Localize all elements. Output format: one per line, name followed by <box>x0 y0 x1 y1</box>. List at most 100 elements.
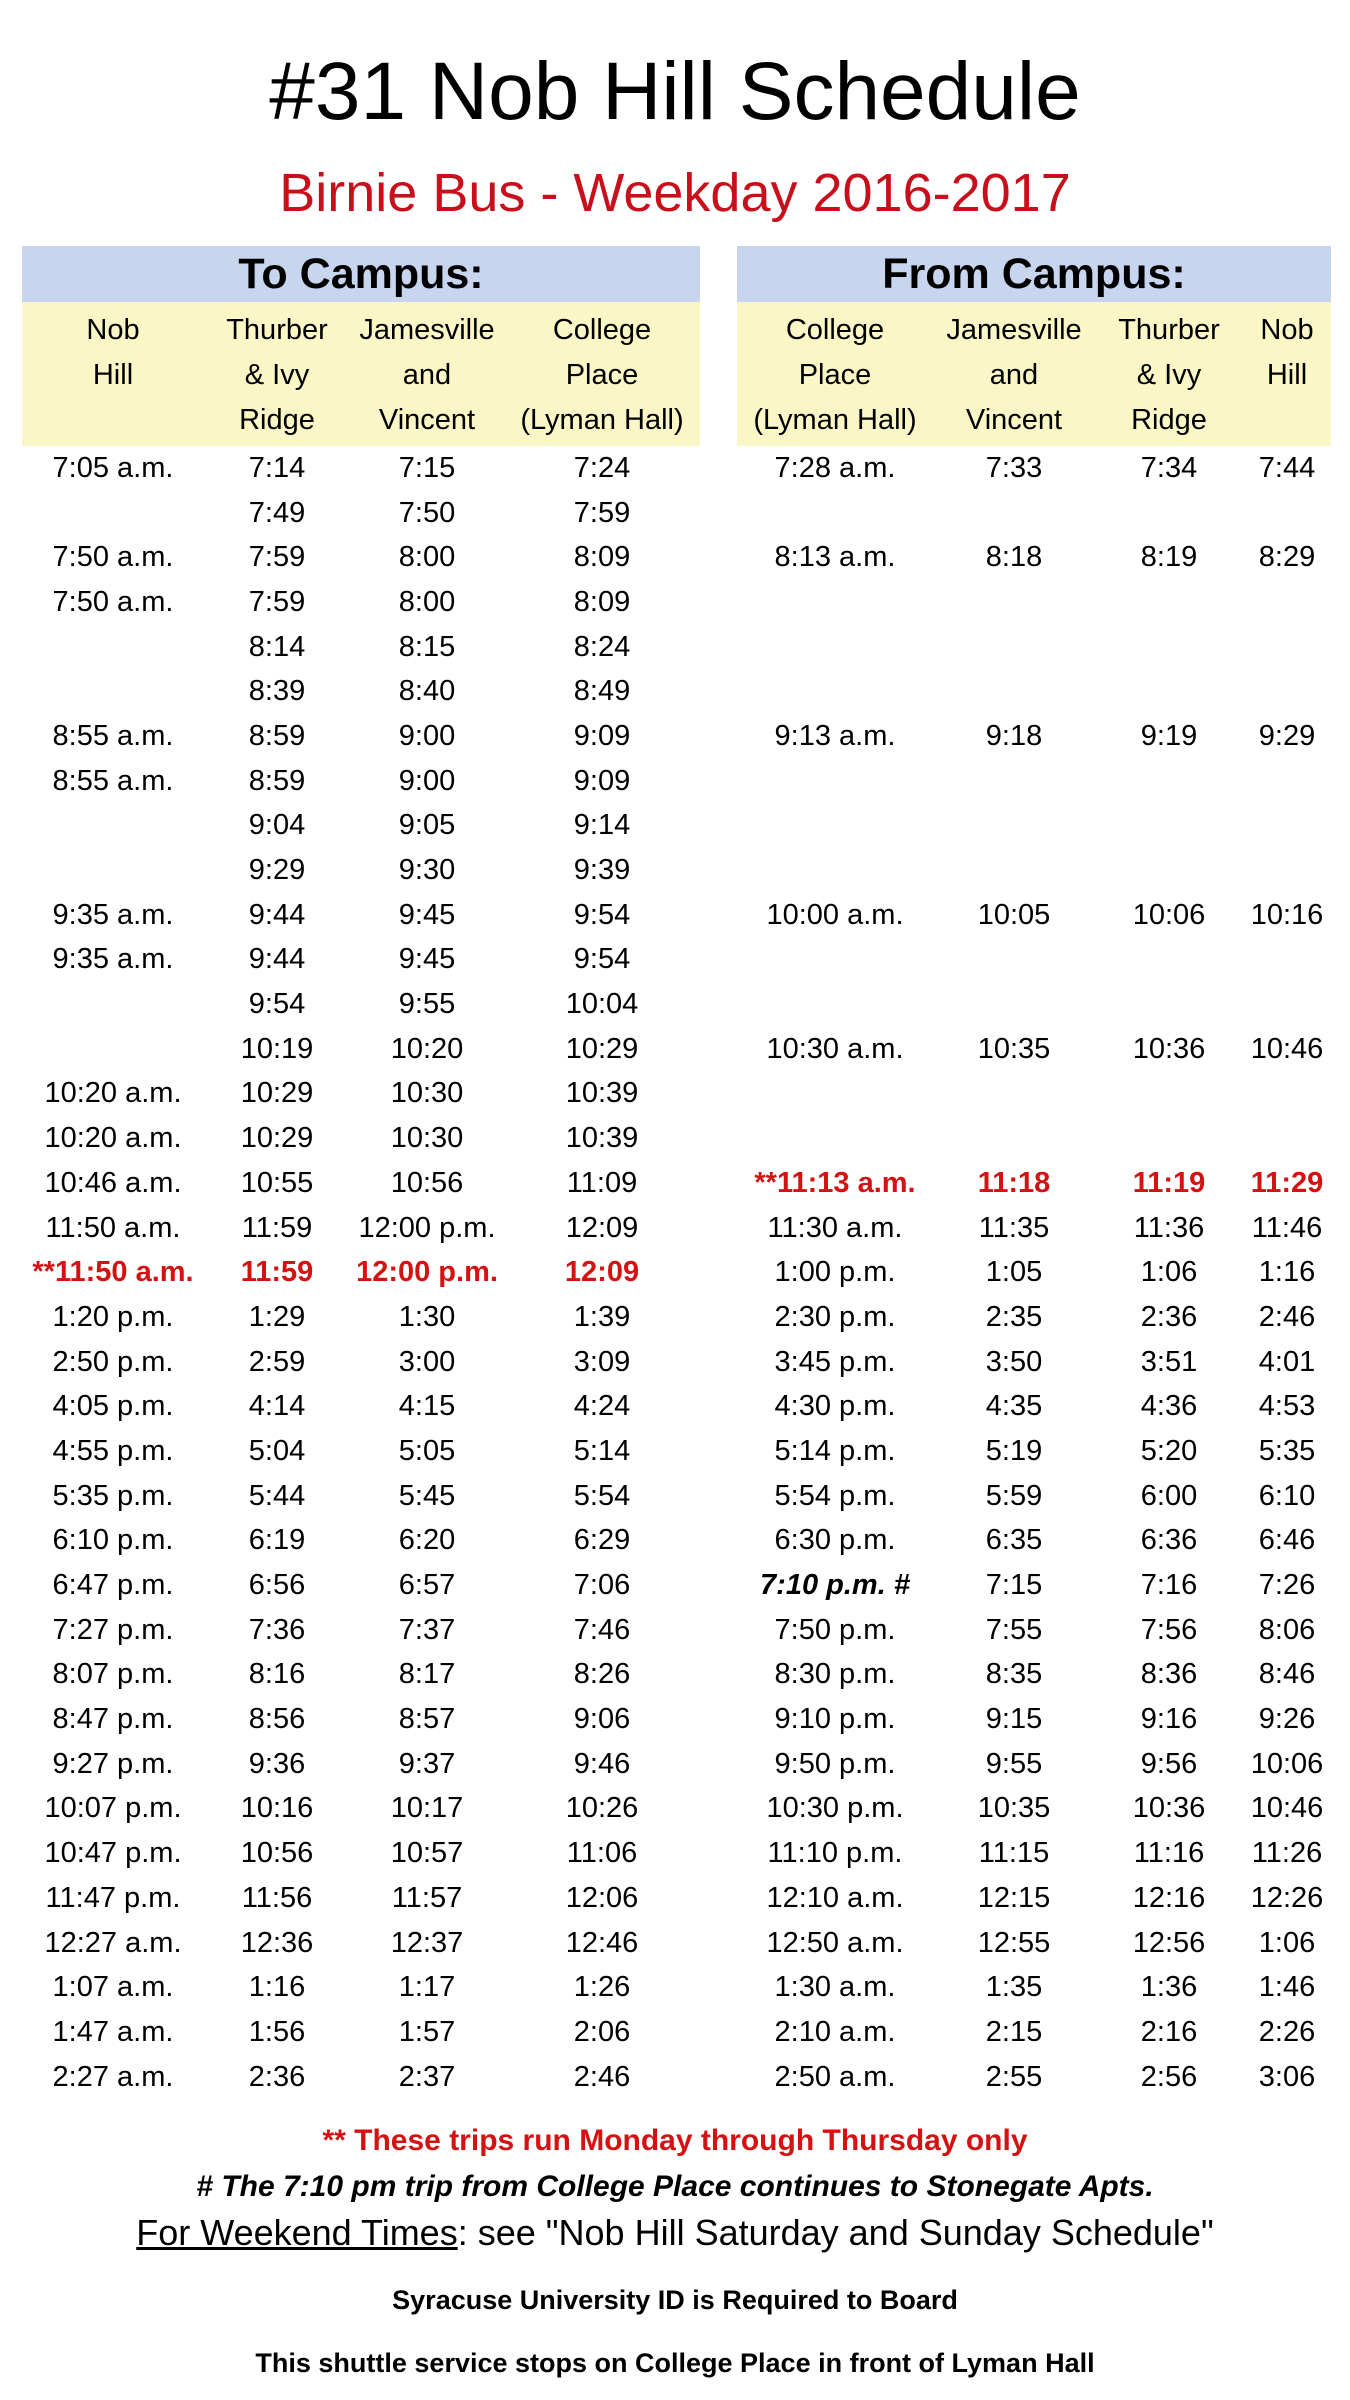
table-row <box>737 669 1331 714</box>
table-row: 9:35 a.m. 9:44 9:45 9:54 <box>22 938 700 983</box>
column-header-line: Hill <box>1266 359 1308 391</box>
table-cell: 8:35 <box>985 1658 1043 1691</box>
table-cell: 9:36 <box>248 1747 306 1780</box>
table-cell: 6:46 <box>1258 1524 1316 1557</box>
table-cell: 12:16 <box>1132 1881 1206 1914</box>
table-cell: 4:05 p.m. <box>52 1390 174 1423</box>
column-header-line: Nob <box>86 314 140 346</box>
table-cell: 12:50 a.m. <box>766 1926 904 1959</box>
table-cell: 11:29 <box>1250 1166 1324 1199</box>
table-cell: 9:50 p.m. <box>774 1747 896 1780</box>
table-cell: 9:30 <box>398 854 456 887</box>
table-cell: 1:35 <box>985 1971 1043 2004</box>
table-cell: 8:24 <box>573 630 631 663</box>
table-row: 9:54 9:55 10:04 <box>22 982 700 1027</box>
table-cell: 10:00 a.m. <box>766 898 904 931</box>
table-cell: 2:37 <box>398 2060 456 2093</box>
table-cell: 10:16 <box>1250 898 1324 931</box>
table-row: 10:30 a.m. 10:35 10:36 10:46 <box>737 1027 1331 1072</box>
table-cell: 4:24 <box>573 1390 631 1423</box>
table-row: 7:50 a.m. 7:59 8:00 8:09 <box>22 580 700 625</box>
column-header-line: College <box>785 314 885 346</box>
table-cell: 6:36 <box>1140 1524 1198 1557</box>
table-cell: 4:01 <box>1258 1345 1316 1378</box>
table-cell: 7:15 <box>398 451 456 484</box>
table-cell: 4:55 p.m. <box>52 1434 174 1467</box>
table-row: 4:55 p.m. 5:04 5:05 5:14 <box>22 1429 700 1474</box>
table-cell: 10:26 <box>565 1792 639 1825</box>
table-row: 1:00 p.m. 1:05 1:06 1:16 <box>737 1250 1331 1295</box>
table-cell: 10:29 <box>565 1032 639 1065</box>
table-row: 8:47 p.m. 8:56 8:57 9:06 <box>22 1697 700 1742</box>
table-cell: 1:00 p.m. <box>774 1256 896 1289</box>
table-row: 12:10 a.m. 12:15 12:16 12:26 <box>737 1876 1331 1921</box>
table-cell: 2:55 <box>985 2060 1043 2093</box>
table-cell: 12:37 <box>390 1926 464 1959</box>
table-cell: 10:35 <box>977 1792 1051 1825</box>
table-cell: 9:16 <box>1140 1703 1198 1736</box>
table-cell: 6:35 <box>985 1524 1043 1557</box>
table-row: 10:47 p.m. 10:56 10:57 11:06 <box>22 1831 700 1876</box>
table-cell: 6:19 <box>248 1524 306 1557</box>
table-cell: 8:29 <box>1258 541 1316 574</box>
table-cell: 2:27 a.m. <box>52 2060 174 2093</box>
table-cell: 9:14 <box>573 809 631 842</box>
table-cell: 7:36 <box>248 1613 306 1646</box>
table-row: 8:14 8:15 8:24 <box>22 625 700 670</box>
table-row: 12:27 a.m. 12:36 12:37 12:46 <box>22 1921 700 1966</box>
table-cell: 5:20 <box>1140 1434 1198 1467</box>
table-cell: 12:00 p.m. <box>358 1211 496 1244</box>
column-header-line: and <box>402 359 452 391</box>
column-header: College Place (Lyman Hall) <box>504 304 700 446</box>
table-row: 8:55 a.m. 8:59 9:00 9:09 <box>22 759 700 804</box>
table-cell: 6:30 p.m. <box>774 1524 896 1557</box>
table-cell: 4:30 p.m. <box>774 1390 896 1423</box>
table-row <box>737 1116 1331 1161</box>
table-cell: 11:30 a.m. <box>767 1211 903 1244</box>
table-cell: 11:09 <box>566 1166 638 1199</box>
table-cell: 5:35 <box>1258 1434 1316 1467</box>
table-cell: 7:59 <box>573 496 631 529</box>
table-cell: 8:56 <box>248 1703 306 1736</box>
page-title: #31 Nob Hill Schedule <box>269 46 1081 137</box>
table-cell: 7:15 <box>985 1569 1043 1602</box>
table-row: 5:54 p.m. 5:59 6:00 6:10 <box>737 1474 1331 1519</box>
weekend-note: For Weekend Times: see "Nob Hill Saturda… <box>0 2212 1350 2254</box>
table-cell: 7:27 p.m. <box>52 1613 174 1646</box>
table-cell: 10:30 a.m. <box>766 1032 904 1065</box>
table-cell: 9:15 <box>985 1703 1043 1736</box>
table-cell: 10:20 a.m. <box>44 1077 182 1110</box>
table-row: 1:07 a.m. 1:16 1:17 1:26 <box>22 1965 700 2010</box>
table-cell: 12:09 <box>564 1256 640 1289</box>
table-cell: 3:51 <box>1140 1345 1198 1378</box>
table-cell: 2:59 <box>248 1345 306 1378</box>
table-cell: 10:30 <box>390 1122 464 1155</box>
table-cell: 9:05 <box>398 809 456 842</box>
table-row: 12:50 a.m. 12:55 12:56 1:06 <box>737 1921 1331 1966</box>
table-cell: 7:16 <box>1140 1569 1198 1602</box>
table-cell: 11:18 <box>977 1166 1051 1199</box>
weekend-times-link[interactable]: For Weekend Times <box>136 2212 458 2253</box>
table-cell: **11:13 a.m. <box>754 1166 916 1199</box>
column-header-line: Ridge <box>1131 404 1207 436</box>
from-campus-panel: From Campus: College Place (Lyman Hall) Jam… <box>737 246 1331 2099</box>
table-row: 4:05 p.m. 4:14 4:15 4:24 <box>22 1384 700 1429</box>
table-row: 10:46 a.m. 10:55 10:56 11:09 <box>22 1161 700 1206</box>
table-cell: 10:30 p.m. <box>766 1792 904 1825</box>
table-row <box>737 580 1331 625</box>
table-cell: 10:06 <box>1132 898 1206 931</box>
table-cell: 5:54 p.m. <box>774 1479 896 1512</box>
table-cell: 1:06 <box>1258 1926 1316 1959</box>
table-cell: 6:29 <box>573 1524 631 1557</box>
table-row: 7:27 p.m. 7:36 7:37 7:46 <box>22 1608 700 1653</box>
table-cell: 5:44 <box>248 1479 306 1512</box>
table-cell: 2:46 <box>573 2060 631 2093</box>
stop-location-note: This shuttle service stops on College Pl… <box>255 2348 1095 2378</box>
table-cell: 11:50 a.m. <box>45 1211 181 1244</box>
table-cell: 11:15 <box>978 1837 1050 1870</box>
table-cell: 10:17 <box>390 1792 464 1825</box>
table-cell: 11:59 <box>240 1256 314 1289</box>
table-cell: 9:37 <box>398 1747 456 1780</box>
table-row: 9:29 9:30 9:39 <box>22 848 700 893</box>
table-cell: 8:00 <box>398 541 456 574</box>
